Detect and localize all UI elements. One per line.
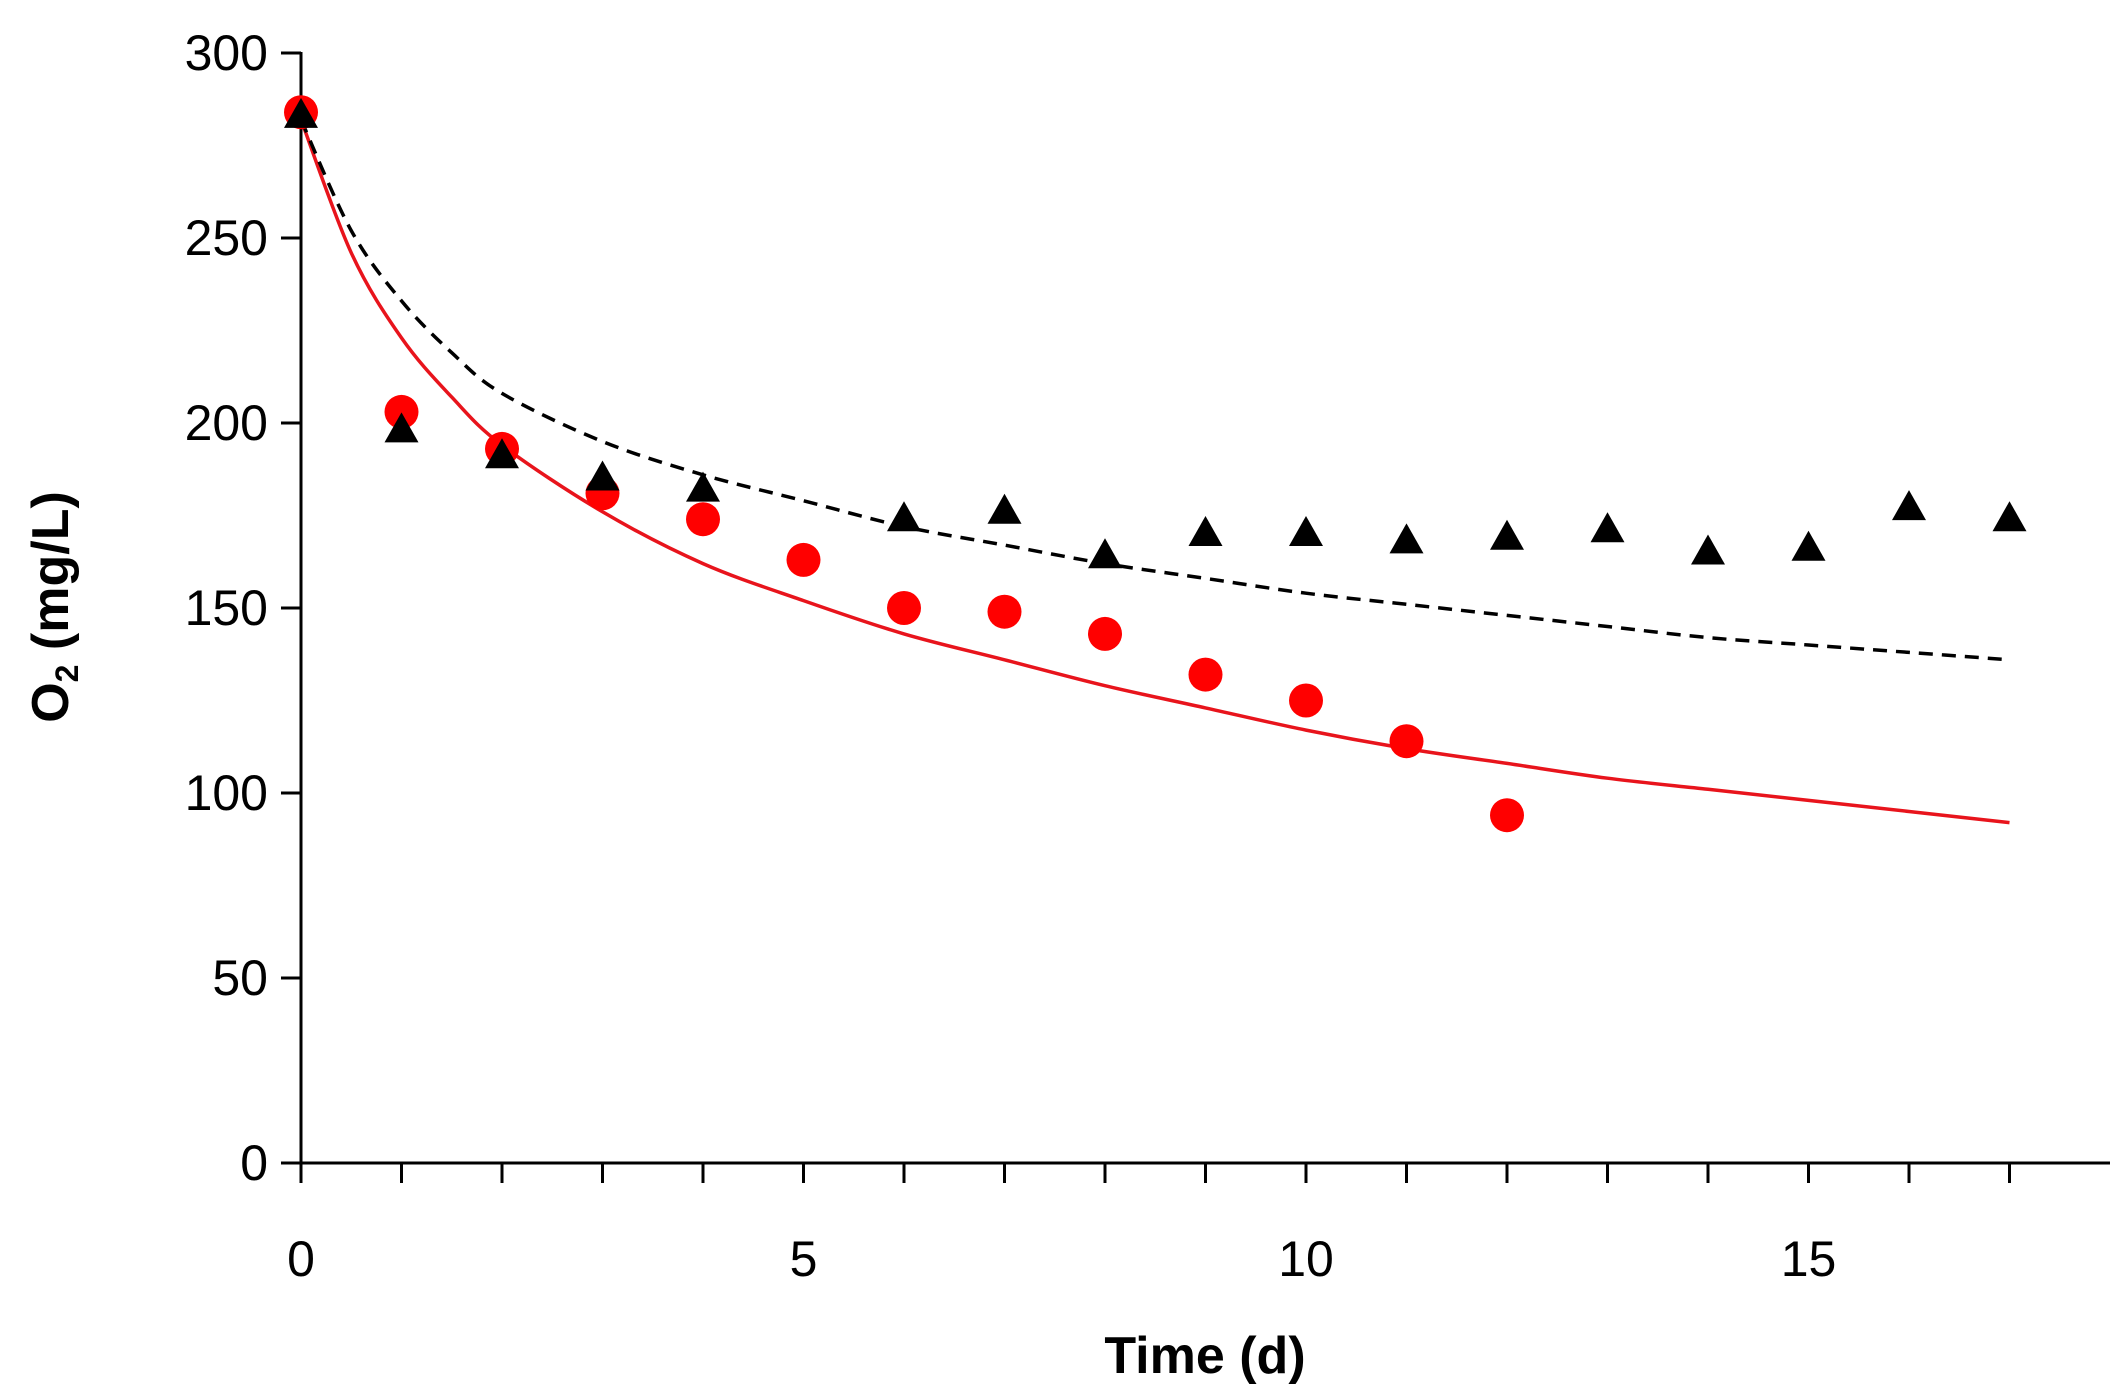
triangle-point [1992, 501, 2027, 532]
circle-point [1188, 657, 1223, 692]
y-axis-title: O2 (mg/L) [22, 491, 85, 723]
circle-point [887, 591, 921, 625]
triangle-point [384, 412, 419, 443]
circle-point [987, 594, 1022, 629]
circle-point [1289, 683, 1323, 718]
x-ticks: 0 5 10 15 [287, 1163, 2011, 1287]
triangle-point [1389, 523, 1424, 554]
triangle-point [887, 501, 921, 532]
x-tick-label: 5 [790, 1231, 818, 1287]
red-fit-line [299, 118, 2010, 825]
y-axis-title-main: O [22, 682, 80, 722]
triangle-point [987, 493, 1022, 524]
y-tick-label: 100 [185, 765, 268, 821]
triangle-point [1892, 490, 1926, 521]
circle-point [786, 542, 821, 577]
y-tick-label: 200 [185, 395, 268, 451]
triangle-point [1289, 516, 1323, 546]
y-tick-label: 0 [240, 1135, 268, 1191]
circle-point [686, 502, 720, 537]
data-points [284, 95, 2027, 833]
black-fit-line [299, 118, 2010, 662]
x-axis-title: Time (d) [1104, 1327, 1305, 1385]
triangle-point [1791, 530, 1826, 561]
y-ticks: 0 50 100 150 200 250 300 [185, 25, 301, 1191]
y-axis-title-sub: 2 [49, 665, 85, 683]
circle-point [1088, 616, 1122, 651]
x-tick-label: 0 [287, 1231, 315, 1287]
x-tick-label: 10 [1278, 1231, 1334, 1287]
circle-point [1389, 724, 1424, 759]
triangle-point [1691, 534, 1725, 565]
fit-curves [299, 118, 2010, 825]
y-tick-label: 150 [185, 580, 268, 636]
triangle-point [1188, 516, 1223, 546]
triangle-point [585, 460, 620, 491]
triangle-point [1490, 519, 1524, 550]
axes [281, 52, 2110, 1165]
triangle-point [485, 438, 519, 469]
circle-point [384, 394, 419, 429]
y-tick-label: 300 [185, 25, 268, 81]
triangle-point [284, 97, 318, 128]
y-axis-title-rest: (mg/L) [22, 491, 80, 664]
triangle-point [1088, 538, 1122, 569]
y-tick-label: 50 [212, 950, 268, 1006]
circle-point [1490, 798, 1524, 833]
triangle-point [686, 471, 720, 502]
x-tick-label: 15 [1781, 1231, 1837, 1287]
y-tick-label: 250 [185, 210, 268, 266]
triangle-point [1590, 512, 1625, 543]
